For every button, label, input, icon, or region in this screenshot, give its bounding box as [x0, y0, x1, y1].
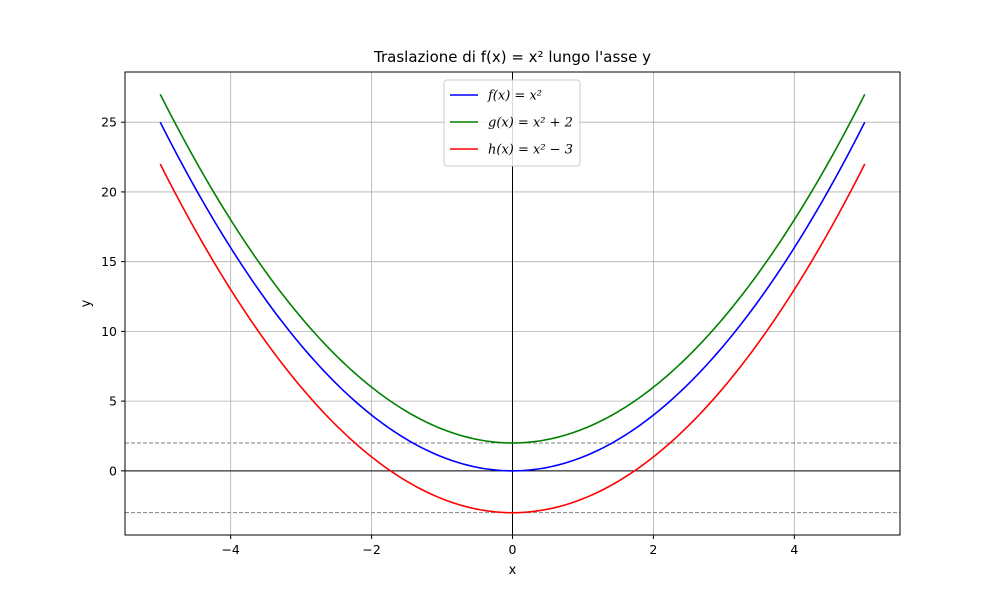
- ticks: −4 −2 0 2 4 0 5 10 15 20 25: [101, 115, 798, 557]
- series-group: [159, 93, 866, 514]
- legend-box: [443, 79, 581, 167]
- x-axis-label: x: [509, 563, 517, 578]
- series-line: [159, 93, 866, 444]
- y-tick-label: 20: [101, 184, 117, 199]
- legend-label: g(x) = x² + 2: [488, 116, 573, 131]
- y-tick-label: 25: [101, 115, 117, 130]
- legend-label: f(x) = x²: [487, 89, 542, 104]
- y-tick-label: 0: [109, 463, 117, 478]
- series-line: [159, 121, 866, 472]
- y-tick-label: 15: [101, 254, 117, 269]
- legend-label: h(x) = x² − 3: [488, 143, 573, 158]
- x-tick-label: −4: [221, 542, 239, 557]
- chart-title: Traslazione di f(x) = x² lungo l'asse y: [373, 48, 651, 66]
- x-tick-label: 0: [509, 542, 517, 557]
- x-tick-label: 4: [790, 542, 798, 557]
- y-tick-label: 10: [101, 324, 117, 339]
- legend: f(x) = x² g(x) = x² + 2 h(x) = x² − 3: [443, 79, 581, 167]
- series-line: [159, 163, 866, 514]
- x-tick-label: −2: [362, 542, 380, 557]
- y-axis-label: y: [79, 299, 94, 307]
- y-tick-label: 5: [109, 394, 117, 409]
- x-tick-label: 2: [649, 542, 657, 557]
